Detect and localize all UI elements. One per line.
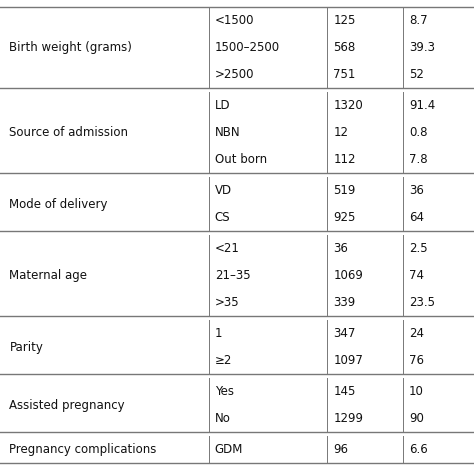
Text: 52: 52 — [409, 68, 424, 82]
Text: 24: 24 — [409, 327, 424, 340]
Text: Out born: Out born — [215, 153, 267, 166]
Text: 90: 90 — [409, 412, 424, 425]
Text: Parity: Parity — [9, 341, 43, 354]
Text: 1299: 1299 — [333, 412, 363, 425]
Text: 76: 76 — [409, 354, 424, 367]
Text: <1500: <1500 — [215, 14, 254, 27]
Text: 751: 751 — [333, 68, 356, 82]
Text: 91.4: 91.4 — [409, 99, 435, 112]
Text: 1320: 1320 — [333, 99, 363, 112]
Text: 2.5: 2.5 — [409, 242, 428, 255]
Text: >35: >35 — [215, 296, 239, 310]
Text: 0.8: 0.8 — [409, 126, 428, 139]
Text: GDM: GDM — [215, 443, 243, 456]
Text: LD: LD — [215, 99, 230, 112]
Text: No: No — [215, 412, 230, 425]
Text: NBN: NBN — [215, 126, 240, 139]
Text: >2500: >2500 — [215, 68, 254, 82]
Text: 568: 568 — [333, 41, 356, 54]
Text: 1500–2500: 1500–2500 — [215, 41, 280, 54]
Text: 112: 112 — [333, 153, 356, 166]
Text: 145: 145 — [333, 385, 356, 398]
Text: Source of admission: Source of admission — [9, 126, 128, 139]
Text: 96: 96 — [333, 443, 348, 456]
Text: 339: 339 — [333, 296, 356, 310]
Text: ≥2: ≥2 — [215, 354, 232, 367]
Text: Pregnancy complications: Pregnancy complications — [9, 443, 157, 456]
Text: 1097: 1097 — [333, 354, 363, 367]
Text: 1: 1 — [215, 327, 222, 340]
Text: VD: VD — [215, 184, 232, 197]
Text: 64: 64 — [409, 211, 424, 224]
Text: 12: 12 — [333, 126, 348, 139]
Text: <21: <21 — [215, 242, 239, 255]
Text: 519: 519 — [333, 184, 356, 197]
Text: 23.5: 23.5 — [409, 296, 435, 310]
Text: 36: 36 — [333, 242, 348, 255]
Text: 347: 347 — [333, 327, 356, 340]
Text: 6.6: 6.6 — [409, 443, 428, 456]
Text: 7.8: 7.8 — [409, 153, 428, 166]
Text: 125: 125 — [333, 14, 356, 27]
Text: Assisted pregnancy: Assisted pregnancy — [9, 399, 125, 411]
Text: 21–35: 21–35 — [215, 269, 250, 282]
Text: 10: 10 — [409, 385, 424, 398]
Text: 39.3: 39.3 — [409, 41, 435, 54]
Text: 1069: 1069 — [333, 269, 363, 282]
Text: Maternal age: Maternal age — [9, 269, 88, 282]
Text: Mode of delivery: Mode of delivery — [9, 198, 108, 211]
Text: Birth weight (grams): Birth weight (grams) — [9, 41, 132, 54]
Text: Yes: Yes — [215, 385, 234, 398]
Text: CS: CS — [215, 211, 230, 224]
Text: 8.7: 8.7 — [409, 14, 428, 27]
Text: 925: 925 — [333, 211, 356, 224]
Text: 74: 74 — [409, 269, 424, 282]
Text: 36: 36 — [409, 184, 424, 197]
